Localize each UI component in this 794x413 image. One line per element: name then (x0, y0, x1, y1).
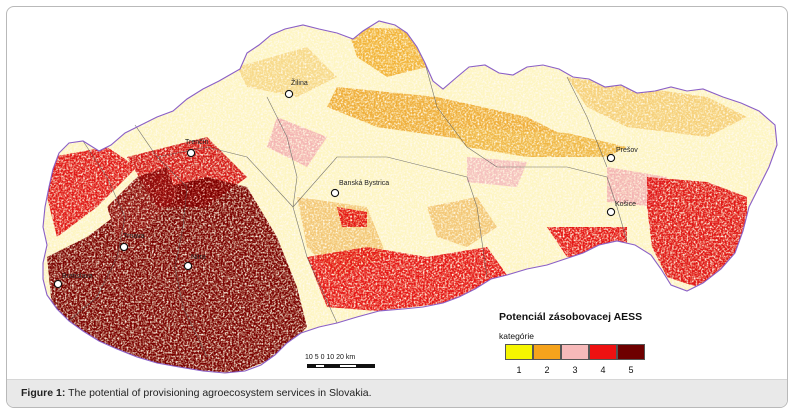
legend-label-2: 2 (544, 365, 550, 375)
figure-frame: Žilina Trenčín Prešov Banská Bystrica Ko… (6, 6, 788, 408)
city-marker (53, 279, 63, 289)
city-label-kosice: Košice (615, 201, 636, 208)
city-label-trnava: Trnava (123, 233, 145, 240)
city-marker (186, 148, 196, 158)
scale-segment (356, 365, 374, 367)
legend-swatch-5 (617, 344, 645, 360)
city-label-banska-bystrica: Banská Bystrica (339, 180, 389, 187)
legend-subtitle: kategórie (499, 331, 534, 341)
legend-label-1: 1 (516, 365, 522, 375)
caption-label: Figure 1: (21, 387, 66, 399)
city-label-bratislava: Bratislava (62, 273, 93, 280)
city-label-trencin: Trenčín (185, 139, 209, 146)
city-markers: Žilina Trenčín Prešov Banská Bystrica Ko… (53, 78, 638, 289)
legend-swatch-3 (561, 344, 589, 360)
city-marker (330, 188, 340, 198)
caption-text: The potential of provisioning agroecosys… (65, 387, 372, 399)
legend-title: Potenciál zásobovacej AESS (499, 311, 643, 323)
legend-label-4: 4 (600, 365, 606, 375)
figure-caption: Figure 1: The potential of provisioning … (21, 387, 372, 399)
figure-caption-bar: Figure 1: The potential of provisioning … (7, 379, 787, 407)
city-label-presov: Prešov (616, 147, 638, 154)
city-marker (606, 153, 616, 163)
legend-label-5: 5 (628, 365, 634, 375)
slovakia-map: Žilina Trenčín Prešov Banská Bystrica Ko… (42, 20, 778, 374)
city-marker (606, 207, 616, 217)
legend-swatch-2 (533, 344, 561, 360)
scale-track (307, 364, 375, 368)
region-borders (68, 62, 628, 358)
potential-raster (43, 21, 777, 373)
city-marker (119, 242, 129, 252)
scale-labels: 10 5 0 10 20 km (305, 354, 356, 361)
scale-segment (324, 365, 340, 367)
city-marker (284, 89, 294, 99)
city-label-nitra: Nitra (191, 254, 206, 261)
scale-bar: 10 5 0 10 20 km (305, 354, 385, 374)
city-marker (183, 261, 193, 271)
scale-segment (308, 365, 316, 367)
map-legend: Potenciál zásobovacej AESS kategórie 1 2 3… (499, 311, 659, 379)
legend-label-3: 3 (572, 365, 578, 375)
legend-swatch-1 (505, 344, 533, 360)
city-label-zilina: Žilina (291, 78, 308, 87)
legend-swatch-4 (589, 344, 617, 360)
